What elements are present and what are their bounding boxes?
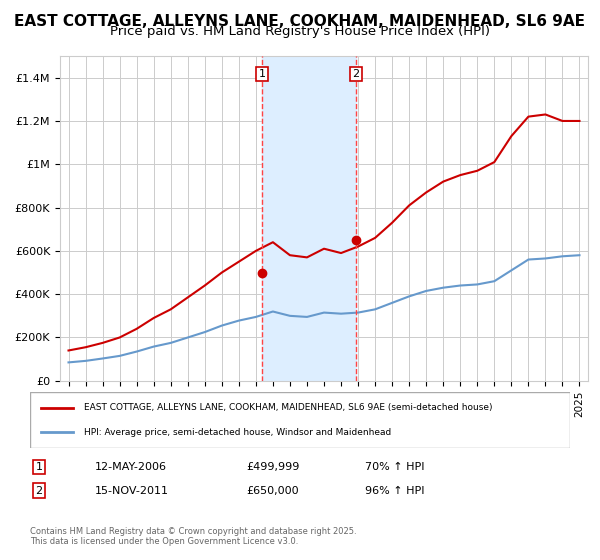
Text: EAST COTTAGE, ALLEYNS LANE, COOKHAM, MAIDENHEAD, SL6 9AE: EAST COTTAGE, ALLEYNS LANE, COOKHAM, MAI… <box>14 14 586 29</box>
Text: 70% ↑ HPI: 70% ↑ HPI <box>365 462 424 472</box>
Text: 15-NOV-2011: 15-NOV-2011 <box>95 486 169 496</box>
FancyBboxPatch shape <box>30 392 570 448</box>
Text: 2: 2 <box>352 69 359 79</box>
Text: HPI: Average price, semi-detached house, Windsor and Maidenhead: HPI: Average price, semi-detached house,… <box>84 428 391 437</box>
Text: 1: 1 <box>35 462 43 472</box>
Text: EAST COTTAGE, ALLEYNS LANE, COOKHAM, MAIDENHEAD, SL6 9AE (semi-detached house): EAST COTTAGE, ALLEYNS LANE, COOKHAM, MAI… <box>84 403 493 412</box>
Text: 1: 1 <box>259 69 266 79</box>
Text: 96% ↑ HPI: 96% ↑ HPI <box>365 486 424 496</box>
Bar <box>262 56 356 381</box>
Text: 2: 2 <box>35 486 43 496</box>
Text: Price paid vs. HM Land Registry's House Price Index (HPI): Price paid vs. HM Land Registry's House … <box>110 25 490 38</box>
Text: £650,000: £650,000 <box>246 486 299 496</box>
Text: 12-MAY-2006: 12-MAY-2006 <box>95 462 167 472</box>
Text: Contains HM Land Registry data © Crown copyright and database right 2025.
This d: Contains HM Land Registry data © Crown c… <box>30 526 356 546</box>
Text: £499,999: £499,999 <box>246 462 299 472</box>
